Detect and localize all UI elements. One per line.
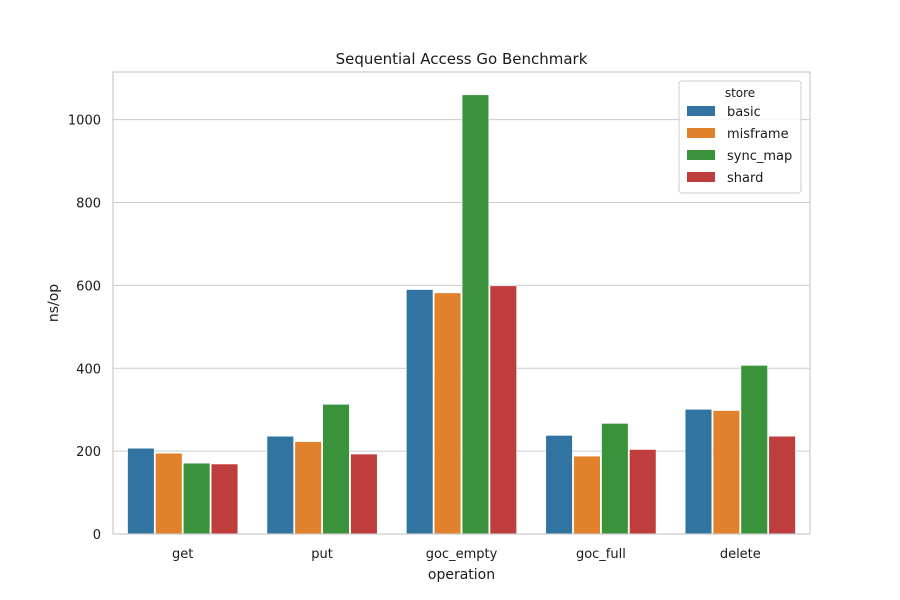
plot-frame xyxy=(112,71,811,535)
legend-label-basic: basic xyxy=(727,105,761,120)
bar-misframe-goc_full xyxy=(573,455,601,535)
bar-misframe-get xyxy=(155,452,183,535)
y-ticks: 0 200 400 600 800 1000 xyxy=(68,114,101,543)
y-tick-label: 200 xyxy=(76,445,101,460)
y-tick-label: 600 xyxy=(76,279,101,294)
y-tick-label: 400 xyxy=(76,362,101,377)
legend-swatch-sync_map xyxy=(687,150,715,160)
bar-sync_map-get xyxy=(183,462,211,535)
bars xyxy=(127,94,796,535)
bar-shard-delete xyxy=(768,435,796,535)
legend-label-shard: shard xyxy=(727,171,763,186)
x-tick-label: goc_empty xyxy=(426,547,498,562)
x-tick-label: goc_full xyxy=(576,547,626,562)
bar-sync_map-put xyxy=(322,404,350,535)
bar-shard-get xyxy=(210,463,239,535)
y-tick-label: 1000 xyxy=(68,114,101,129)
bar-shard-goc_full xyxy=(629,449,657,535)
y-tick-label: 0 xyxy=(93,528,101,543)
x-tick-label: get xyxy=(172,547,193,562)
legend-label-sync_map: sync_map xyxy=(727,149,792,164)
x-tick-label: delete xyxy=(720,547,761,562)
bar-basic-delete xyxy=(684,408,713,535)
bar-misframe-goc_empty xyxy=(433,292,462,535)
bar-basic-goc_full xyxy=(545,435,573,535)
legend-swatch-basic xyxy=(687,106,715,116)
bar-sync_map-delete xyxy=(740,365,768,535)
bar-sync_map-goc_empty xyxy=(461,94,490,535)
bar-shard-put xyxy=(350,453,378,535)
bar-basic-goc_empty xyxy=(406,289,434,535)
x-tick-label: put xyxy=(311,547,333,562)
bar-misframe-put xyxy=(294,441,322,535)
legend-title: store xyxy=(725,86,755,100)
legend-swatch-shard xyxy=(687,172,715,182)
bar-basic-get xyxy=(127,447,155,535)
legend-swatch-misframe xyxy=(687,128,715,138)
y-axis-label: ns/op xyxy=(46,284,62,322)
bar-misframe-delete xyxy=(712,410,741,535)
y-tick-label: 800 xyxy=(76,197,101,212)
chart-title: Sequential Access Go Benchmark xyxy=(336,50,588,68)
legend-label-misframe: misframe xyxy=(727,127,789,142)
bar-basic-put xyxy=(266,435,294,535)
bar-shard-goc_empty xyxy=(489,285,517,535)
x-axis-label: operation xyxy=(428,567,495,583)
x-ticks: get put goc_empty goc_full delete xyxy=(172,547,761,562)
bar-sync_map-goc_full xyxy=(601,423,629,535)
